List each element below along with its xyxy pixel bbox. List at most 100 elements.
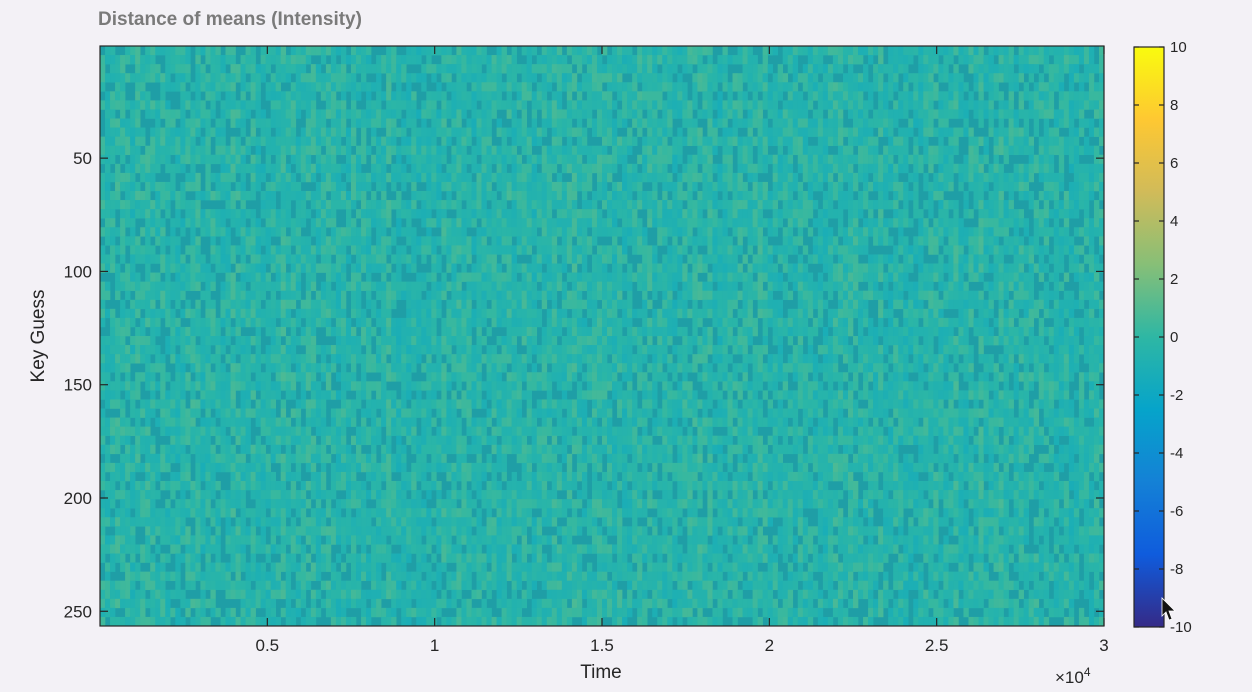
heatmap-cell (802, 317, 809, 328)
heatmap-cell (883, 154, 889, 165)
heatmap-cell (486, 191, 492, 201)
heatmap-cell (386, 209, 392, 219)
heatmap-cell (396, 145, 402, 156)
heatmap-cell (1053, 73, 1060, 83)
heatmap-cell (1023, 145, 1029, 156)
heatmap-cell (135, 64, 141, 74)
heatmap-cell (100, 181, 106, 192)
heatmap-cell (777, 145, 784, 156)
heatmap-cell (847, 227, 854, 237)
heatmap-cell (702, 218, 708, 228)
heatmap-cell (1048, 82, 1055, 92)
heatmap-cell (546, 145, 553, 156)
heatmap-cell (325, 236, 332, 246)
heatmap-cell (295, 254, 302, 264)
heatmap-cell (386, 82, 392, 92)
heatmap-cell (697, 209, 703, 219)
heatmap-cell (993, 46, 999, 56)
heatmap-cell (115, 263, 121, 273)
heatmap-cell (586, 154, 593, 165)
heatmap-cell (315, 154, 322, 165)
heatmap-cell (295, 317, 302, 328)
heatmap-cell (576, 308, 583, 319)
heatmap-cell (416, 46, 422, 56)
heatmap-cell (591, 290, 598, 301)
heatmap-cell (556, 73, 563, 83)
heatmap-cell (702, 82, 708, 92)
heatmap-cell (687, 281, 693, 291)
heatmap-cell (968, 209, 974, 219)
heatmap-cell (657, 263, 663, 273)
heatmap-cell (391, 118, 397, 128)
heatmap-cell (160, 127, 166, 137)
heatmap-cell (501, 236, 507, 246)
heatmap-cell (1058, 263, 1065, 273)
heatmap-cell (752, 317, 758, 328)
heatmap-cell (556, 245, 563, 255)
heatmap-cell (1088, 236, 1095, 246)
heatmap-cell (837, 145, 844, 156)
heatmap-cell (717, 272, 723, 282)
heatmap-cell (105, 109, 111, 119)
heatmap-cell (165, 209, 171, 219)
heatmap-cell (546, 218, 553, 228)
heatmap-cell (436, 191, 442, 201)
heatmap-cell (832, 82, 839, 92)
heatmap-cell (797, 127, 804, 137)
heatmap-cell (998, 218, 1004, 228)
heatmap-cell (100, 317, 106, 328)
heatmap-cell (827, 181, 834, 192)
heatmap-cell (240, 82, 246, 92)
heatmap-cell (551, 109, 558, 119)
heatmap-cell (622, 227, 628, 237)
heatmap-cell (1053, 317, 1060, 328)
heatmap-cell (165, 281, 171, 291)
heatmap-cell (677, 227, 683, 237)
heatmap-cell (100, 263, 106, 273)
heatmap-cell (386, 154, 392, 165)
heatmap-cell (1058, 317, 1065, 328)
heatmap-cell (727, 308, 733, 319)
heatmap-cell (175, 263, 181, 273)
heatmap-cell (471, 308, 477, 319)
heatmap-cell (290, 127, 297, 137)
heatmap-cell (732, 73, 738, 83)
heatmap-cell (110, 64, 116, 74)
heatmap-cell (150, 136, 156, 146)
heatmap-cell (501, 172, 507, 183)
heatmap-cell (300, 145, 307, 156)
heatmap-cell (822, 263, 829, 273)
heatmap-cell (210, 46, 216, 56)
heatmap-cell (963, 299, 969, 310)
heatmap-cell (426, 236, 432, 246)
heatmap-cell (280, 299, 287, 310)
heatmap-cell (561, 163, 568, 174)
heatmap-cell (536, 91, 543, 101)
heatmap-cell (682, 64, 688, 74)
heatmap-cell (496, 73, 502, 83)
heatmap-cell (827, 272, 834, 282)
heatmap-cell (827, 281, 834, 291)
heatmap-cell (426, 145, 432, 156)
heatmap-cell (345, 200, 352, 210)
heatmap-cell (280, 172, 287, 183)
heatmap-cell (913, 163, 919, 174)
heatmap-cell (491, 317, 497, 328)
heatmap-cell (411, 163, 417, 174)
heatmap-cell (1058, 118, 1065, 128)
heatmap-cell (677, 100, 683, 110)
heatmap-cell (340, 145, 347, 156)
heatmap-cell (657, 145, 663, 156)
heatmap-cell (310, 91, 317, 101)
heatmap-cell (145, 91, 151, 101)
heatmap-cell (727, 218, 733, 228)
heatmap-cell (546, 118, 553, 128)
heatmap-cell (586, 145, 593, 156)
heatmap-cell (366, 317, 372, 328)
heatmap-cell (757, 64, 763, 74)
heatmap-cell (1053, 209, 1060, 219)
heatmap-cell (581, 227, 588, 237)
heatmap-cell (135, 209, 141, 219)
heatmap-cell (602, 181, 608, 192)
heatmap-cell (832, 136, 839, 146)
